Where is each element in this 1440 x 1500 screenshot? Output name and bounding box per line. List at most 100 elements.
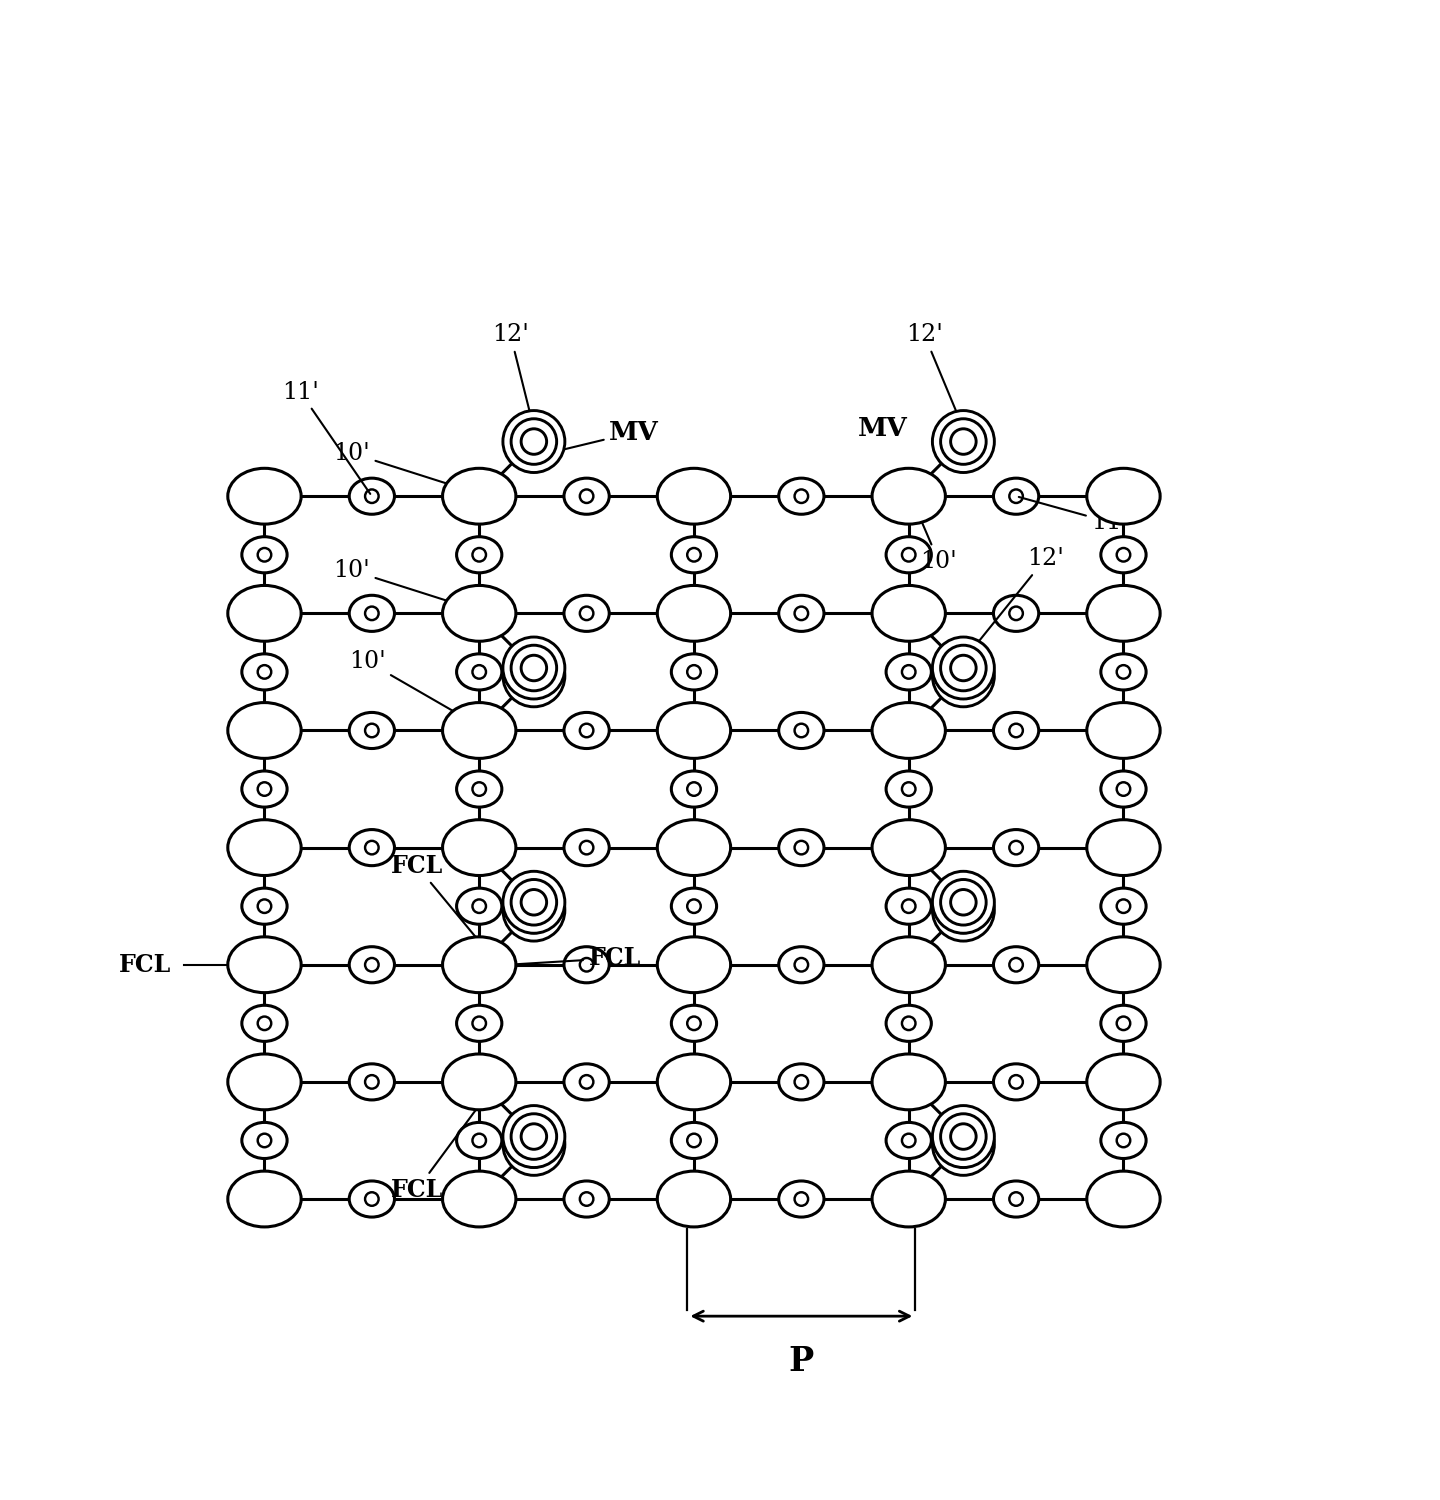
Ellipse shape [564, 1064, 609, 1100]
Ellipse shape [1087, 938, 1161, 993]
Ellipse shape [657, 468, 730, 524]
Text: 11': 11' [282, 381, 370, 494]
Ellipse shape [228, 702, 301, 759]
Ellipse shape [228, 585, 301, 640]
Ellipse shape [657, 1054, 730, 1110]
Circle shape [950, 1131, 976, 1156]
Circle shape [503, 871, 564, 933]
Circle shape [503, 1106, 564, 1167]
Ellipse shape [873, 819, 946, 876]
Ellipse shape [657, 938, 730, 993]
Circle shape [950, 897, 976, 922]
Text: P: P [789, 1346, 814, 1378]
Ellipse shape [779, 596, 824, 632]
Text: 12': 12' [492, 324, 533, 426]
Ellipse shape [242, 771, 287, 807]
Ellipse shape [350, 946, 395, 982]
Ellipse shape [1100, 537, 1146, 573]
Ellipse shape [657, 1172, 730, 1227]
Circle shape [933, 871, 995, 933]
Ellipse shape [442, 585, 516, 640]
Ellipse shape [564, 596, 609, 632]
Ellipse shape [994, 478, 1038, 514]
Circle shape [503, 411, 564, 472]
Ellipse shape [442, 468, 516, 524]
Circle shape [511, 888, 557, 933]
Ellipse shape [1100, 1005, 1146, 1041]
Text: 12': 12' [906, 324, 962, 426]
Ellipse shape [228, 938, 301, 993]
Ellipse shape [1087, 1172, 1161, 1227]
Ellipse shape [886, 654, 932, 690]
Circle shape [521, 1124, 547, 1149]
Ellipse shape [657, 702, 730, 759]
Ellipse shape [886, 771, 932, 807]
Ellipse shape [228, 468, 301, 524]
Ellipse shape [564, 478, 609, 514]
Circle shape [503, 1113, 564, 1176]
Circle shape [933, 1106, 995, 1167]
Text: MV: MV [556, 420, 660, 452]
Ellipse shape [886, 888, 932, 924]
Circle shape [521, 663, 547, 688]
Ellipse shape [657, 819, 730, 876]
Text: FCL: FCL [390, 853, 478, 939]
Circle shape [950, 663, 976, 688]
Ellipse shape [873, 1172, 946, 1227]
Circle shape [503, 638, 564, 699]
Ellipse shape [873, 468, 946, 524]
Ellipse shape [564, 946, 609, 982]
Ellipse shape [779, 712, 824, 748]
Text: FCL: FCL [118, 952, 171, 976]
Text: 10': 10' [333, 560, 464, 606]
Ellipse shape [350, 830, 395, 866]
Circle shape [933, 879, 995, 940]
Ellipse shape [1087, 819, 1161, 876]
Ellipse shape [1087, 702, 1161, 759]
Circle shape [521, 429, 547, 454]
Ellipse shape [994, 830, 1038, 866]
Circle shape [940, 1122, 986, 1167]
Ellipse shape [442, 702, 516, 759]
Circle shape [521, 897, 547, 922]
Ellipse shape [1100, 771, 1146, 807]
Circle shape [521, 656, 547, 681]
Circle shape [940, 652, 986, 699]
Ellipse shape [242, 888, 287, 924]
Text: 10': 10' [333, 442, 464, 489]
Ellipse shape [564, 1180, 609, 1216]
Ellipse shape [994, 946, 1038, 982]
Circle shape [933, 638, 995, 699]
Ellipse shape [1087, 1054, 1161, 1110]
Circle shape [511, 645, 557, 692]
Ellipse shape [779, 478, 824, 514]
Ellipse shape [456, 888, 503, 924]
Circle shape [950, 656, 976, 681]
Ellipse shape [671, 771, 717, 807]
Ellipse shape [994, 596, 1038, 632]
Ellipse shape [442, 1172, 516, 1227]
Ellipse shape [671, 537, 717, 573]
Text: 10': 10' [348, 650, 467, 718]
Text: FCL: FCL [390, 1107, 478, 1202]
Ellipse shape [671, 1005, 717, 1041]
Ellipse shape [350, 712, 395, 748]
Text: MV: MV [858, 416, 907, 441]
Ellipse shape [442, 938, 516, 993]
Ellipse shape [671, 654, 717, 690]
Ellipse shape [873, 702, 946, 759]
Ellipse shape [242, 1005, 287, 1041]
Ellipse shape [779, 1064, 824, 1100]
Ellipse shape [886, 1005, 932, 1041]
Circle shape [940, 888, 986, 933]
Ellipse shape [1087, 468, 1161, 524]
Circle shape [521, 1131, 547, 1156]
Circle shape [940, 645, 986, 692]
Ellipse shape [350, 1180, 395, 1216]
Circle shape [950, 890, 976, 915]
Ellipse shape [994, 712, 1038, 748]
Ellipse shape [228, 819, 301, 876]
Circle shape [521, 890, 547, 915]
Ellipse shape [671, 1122, 717, 1158]
Ellipse shape [350, 1064, 395, 1100]
